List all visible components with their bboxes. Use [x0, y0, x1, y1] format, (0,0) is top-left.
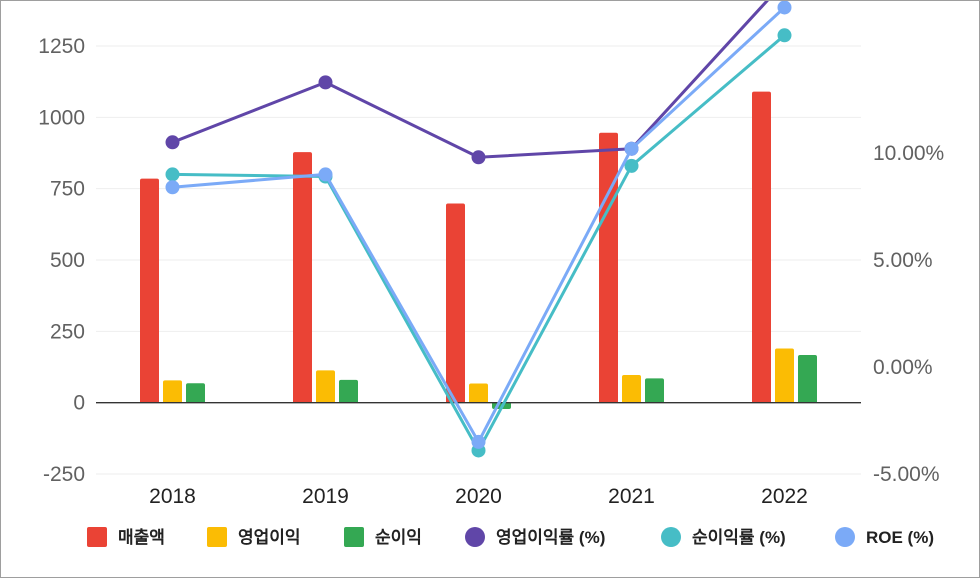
category-label: 2018 [149, 485, 196, 508]
bar-영업이익-2018 [163, 380, 182, 403]
bar-매출액-2020 [446, 203, 465, 403]
bar-순이익-2021 [645, 378, 664, 403]
legend-swatch [344, 527, 364, 547]
legend-swatch [87, 527, 107, 547]
category-label: 2019 [302, 485, 349, 508]
line-ROE (%) [172, 6, 786, 444]
left-tick-label: -250 [43, 463, 85, 486]
right-tick-label: 5.00% [873, 249, 933, 272]
bar-매출액-2019 [293, 152, 312, 403]
legend-swatch [661, 527, 681, 547]
point-영업이익률 (%)-2018 [165, 135, 180, 150]
left-tick-label: 1000 [38, 106, 85, 129]
legend-label: 영업이익 [238, 528, 301, 547]
legend: 매출액 영업이익 순이익 영업이익률 (%) 순이익률 (%) ROE (%) [87, 527, 934, 547]
bar-순이익-2019 [339, 379, 358, 403]
point-순이익률 (%)-2022 [777, 28, 792, 43]
legend-swatch [207, 527, 227, 547]
legend-label: 매출액 [118, 528, 165, 547]
bar-매출액-2022 [752, 91, 771, 403]
left-tick-label: 500 [50, 249, 85, 272]
legend-label: 순이익률 (%) [692, 528, 786, 547]
left-tick-label: 1250 [38, 35, 85, 58]
point-ROE (%)-2022 [777, 0, 792, 15]
point-ROE (%)-2019 [318, 167, 333, 182]
bar-매출액-2018 [140, 178, 159, 403]
category-label: 2022 [761, 485, 808, 508]
bar-영업이익-2019 [316, 370, 335, 403]
legend-swatch [465, 527, 485, 547]
bar-영업이익-2021 [622, 374, 641, 403]
point-순이익률 (%)-2021 [624, 158, 639, 173]
bar-순이익-2022 [798, 355, 817, 403]
bar-순이익-2018 [186, 383, 205, 403]
axis-labels: 1250 1000 750 500 250 0 -250 10.00% 5.00% 0.00% -5… [38, 35, 944, 508]
legend-label: 순이익 [375, 528, 422, 547]
left-tick-label: 750 [50, 178, 85, 201]
legend-swatch [835, 527, 855, 547]
category-label: 2020 [455, 485, 502, 508]
bars [140, 91, 817, 409]
right-tick-label: 10.00% [873, 142, 944, 165]
legend-label: ROE (%) [866, 528, 934, 547]
point-영업이익률 (%)-2020 [471, 150, 486, 165]
left-tick-label: 250 [50, 320, 85, 343]
point-ROE (%)-2020 [471, 434, 486, 449]
gridlines [96, 45, 861, 475]
legend-label: 영업이익률 (%) [496, 528, 605, 547]
point-ROE (%)-2018 [165, 180, 180, 195]
point-ROE (%)-2021 [624, 141, 639, 156]
left-tick-label: 0 [73, 392, 85, 415]
bar-영업이익-2020 [469, 383, 488, 403]
point-영업이익률 (%)-2019 [318, 75, 333, 90]
category-label: 2021 [608, 485, 655, 508]
bar-매출액-2021 [599, 132, 618, 403]
right-tick-label: -5.00% [873, 463, 940, 486]
line-영업이익률 (%) [171, 0, 770, 159]
right-tick-label: 0.00% [873, 356, 933, 379]
point-순이익률 (%)-2018 [165, 167, 180, 182]
lines [165, 0, 792, 458]
bar-영업이익-2022 [775, 348, 794, 403]
